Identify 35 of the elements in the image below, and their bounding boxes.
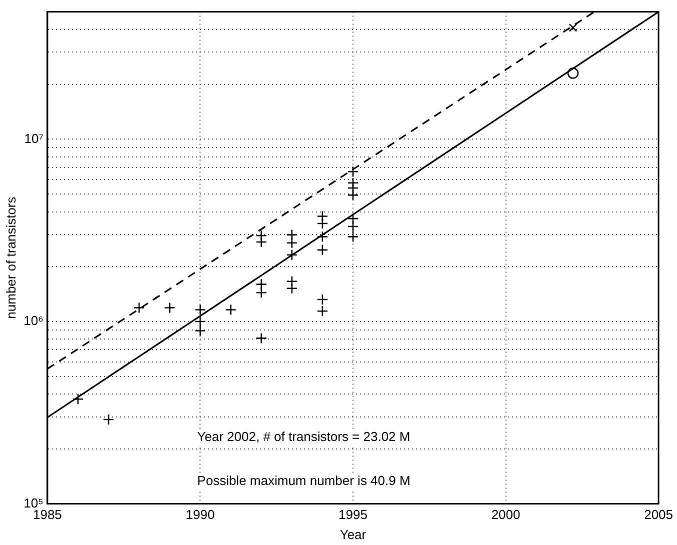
annotation: Possible maximum number is 40.9 M bbox=[197, 473, 410, 488]
y-tick-label: 10⁷ bbox=[24, 130, 44, 146]
point bbox=[225, 304, 236, 316]
y-tick-label: 10⁶ bbox=[24, 313, 44, 328]
point bbox=[286, 229, 298, 240]
point bbox=[286, 282, 298, 294]
point bbox=[568, 24, 578, 32]
annotation: Year 2002, # of transistors = 23.02 M bbox=[197, 428, 410, 444]
point bbox=[256, 286, 267, 298]
point bbox=[194, 316, 206, 328]
point bbox=[164, 302, 176, 314]
x-tick-label: 2005 bbox=[644, 507, 673, 522]
x-tick-label: 2000 bbox=[491, 507, 520, 522]
point bbox=[347, 166, 359, 178]
point bbox=[347, 220, 359, 232]
point bbox=[316, 305, 328, 317]
point bbox=[316, 218, 328, 230]
x-tick-label: 1990 bbox=[186, 507, 215, 522]
point bbox=[102, 414, 114, 426]
point bbox=[347, 212, 359, 224]
point bbox=[567, 68, 579, 79]
x-tick-label: 1995 bbox=[338, 507, 368, 522]
point bbox=[133, 302, 145, 314]
x-axis-title: Year bbox=[340, 526, 367, 542]
point bbox=[347, 189, 359, 201]
point bbox=[194, 304, 206, 316]
point bbox=[316, 294, 328, 306]
point bbox=[286, 237, 298, 249]
point bbox=[256, 332, 267, 344]
point bbox=[256, 236, 267, 248]
point bbox=[347, 231, 359, 242]
point bbox=[194, 325, 206, 336]
point bbox=[286, 249, 298, 261]
y-axis-title: number of transistors bbox=[3, 196, 18, 319]
point bbox=[316, 244, 328, 256]
